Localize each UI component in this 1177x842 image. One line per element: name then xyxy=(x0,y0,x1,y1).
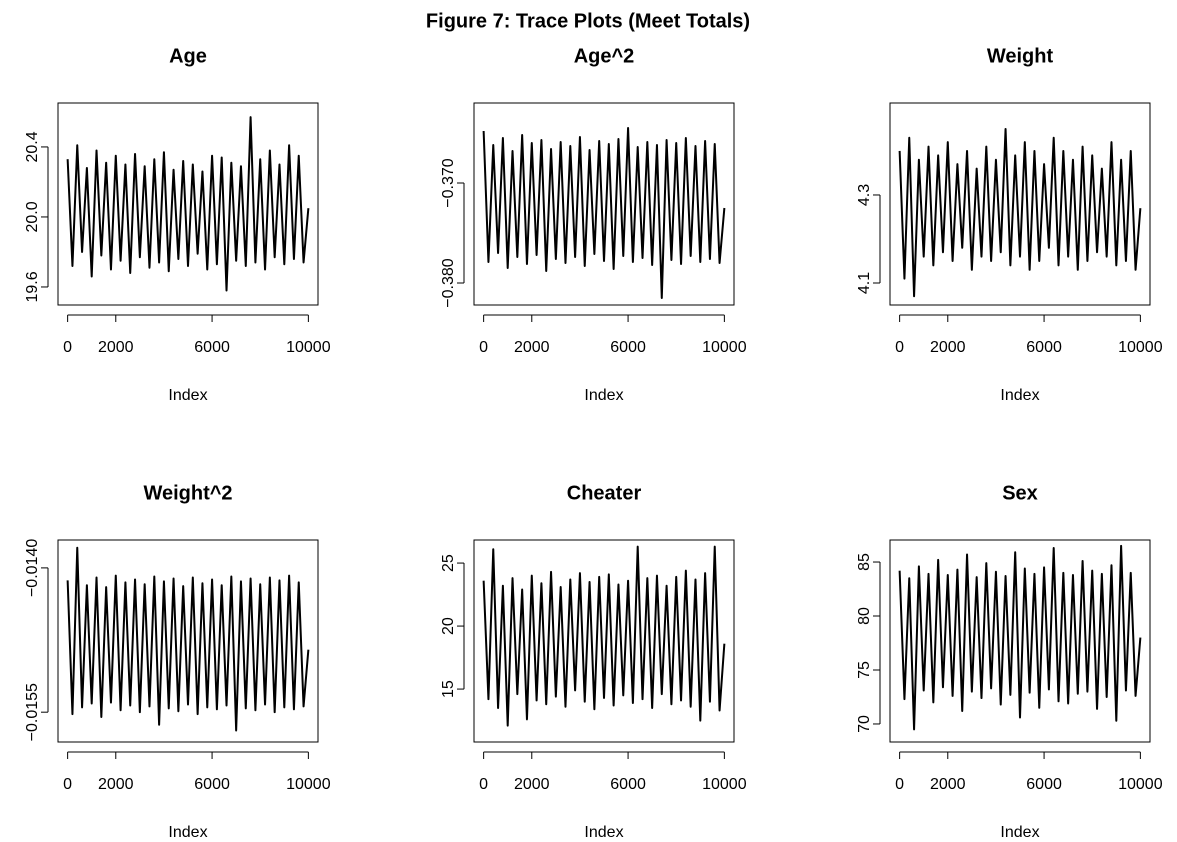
plot-box xyxy=(57,539,319,743)
x-tick-label: 0 xyxy=(895,776,904,793)
y-tick-label: −0.370 xyxy=(440,158,457,207)
x-tick-label: 0 xyxy=(63,776,72,793)
x-tick-label: 6000 xyxy=(194,776,230,793)
trace-line xyxy=(898,544,1142,731)
y-tick-label: −0.380 xyxy=(440,258,457,307)
panel-title: Sex xyxy=(1002,482,1038,504)
x-tick-label: 2000 xyxy=(930,776,966,793)
x-tick-label: 2000 xyxy=(930,339,966,356)
trace-line xyxy=(66,546,310,732)
plot-box xyxy=(889,102,1151,306)
x-tick-label: 2000 xyxy=(514,776,550,793)
panel-title: Age xyxy=(169,45,207,67)
y-tick-label: 4.3 xyxy=(856,184,873,206)
x-tick-label: 10000 xyxy=(1118,776,1163,793)
x-axis-label: Index xyxy=(168,824,207,841)
x-tick-label: 0 xyxy=(63,339,72,356)
y-tick-label: 85 xyxy=(856,553,873,571)
x-tick-label: 6000 xyxy=(610,776,646,793)
x-axis-label: Index xyxy=(584,824,623,841)
panel-title: Weight xyxy=(987,45,1054,67)
panel-title: Cheater xyxy=(567,482,642,504)
trace-line xyxy=(482,127,726,299)
panel-title: Weight^2 xyxy=(143,482,232,504)
x-tick-label: 0 xyxy=(479,339,488,356)
x-tick-label: 2000 xyxy=(98,776,134,793)
x-tick-label: 6000 xyxy=(610,339,646,356)
trace-line xyxy=(66,116,310,292)
y-tick-label: 80 xyxy=(856,607,873,625)
x-tick-label: 6000 xyxy=(1026,339,1062,356)
plot-box xyxy=(473,102,735,306)
x-tick-label: 2000 xyxy=(98,339,134,356)
x-tick-label: 10000 xyxy=(1118,339,1163,356)
y-tick-label: 15 xyxy=(440,680,457,698)
y-tick-label: 4.1 xyxy=(856,272,873,294)
x-axis-label: Index xyxy=(1000,824,1039,841)
trace-line xyxy=(898,127,1142,298)
plot-box xyxy=(473,539,735,743)
x-tick-label: 6000 xyxy=(194,339,230,356)
x-tick-label: 0 xyxy=(895,339,904,356)
y-tick-label: −0.0140 xyxy=(24,539,41,597)
plot-box xyxy=(889,539,1151,743)
x-tick-label: 10000 xyxy=(702,776,747,793)
x-tick-label: 6000 xyxy=(1026,776,1062,793)
x-tick-label: 2000 xyxy=(514,339,550,356)
trace-line xyxy=(482,545,726,727)
y-tick-label: 75 xyxy=(856,661,873,679)
x-tick-label: 10000 xyxy=(286,776,331,793)
y-tick-label: 20.0 xyxy=(24,201,41,232)
x-axis-label: Index xyxy=(1000,387,1039,404)
plot-box xyxy=(57,102,319,306)
x-tick-label: 0 xyxy=(479,776,488,793)
y-tick-label: 25 xyxy=(440,554,457,572)
x-tick-label: 10000 xyxy=(286,339,331,356)
x-axis-label: Index xyxy=(168,387,207,404)
y-tick-label: 20 xyxy=(440,617,457,635)
y-tick-label: 20.4 xyxy=(24,131,41,162)
figure-title: Figure 7: Trace Plots (Meet Totals) xyxy=(426,10,750,32)
x-tick-label: 10000 xyxy=(702,339,747,356)
x-axis-label: Index xyxy=(584,387,623,404)
y-tick-label: 70 xyxy=(856,715,873,733)
panel-title: Age^2 xyxy=(574,45,635,67)
y-tick-label: −0.0155 xyxy=(24,683,41,741)
y-tick-label: 19.6 xyxy=(24,271,41,302)
